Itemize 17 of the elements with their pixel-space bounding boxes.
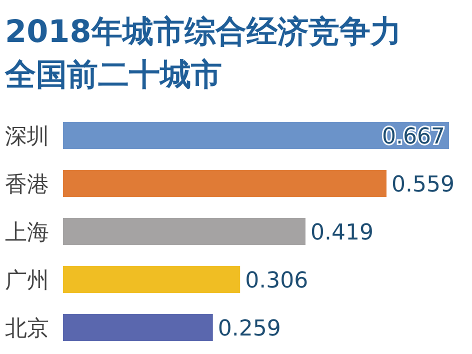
y-tick-label: 香港 [5, 172, 49, 198]
bar [63, 170, 386, 197]
data-label: 0.419 [310, 220, 374, 246]
bar [63, 266, 240, 293]
y-tick-label: 深圳 [5, 124, 49, 150]
bar [63, 122, 449, 149]
y-tick-label: 广州 [5, 268, 49, 294]
bar [63, 314, 213, 341]
bar [63, 218, 306, 245]
data-label: 0.667 [382, 124, 445, 150]
y-tick-label: 上海 [5, 220, 49, 246]
data-label: 0.259 [218, 316, 281, 342]
chart-subtitle: 全国前二十城市 [4, 57, 222, 93]
data-label: 0.559 [392, 172, 454, 198]
data-label: 0.306 [245, 268, 308, 294]
y-tick-label: 北京 [5, 316, 49, 342]
chart-title: 2018年城市综合经济竞争力 [5, 14, 402, 50]
